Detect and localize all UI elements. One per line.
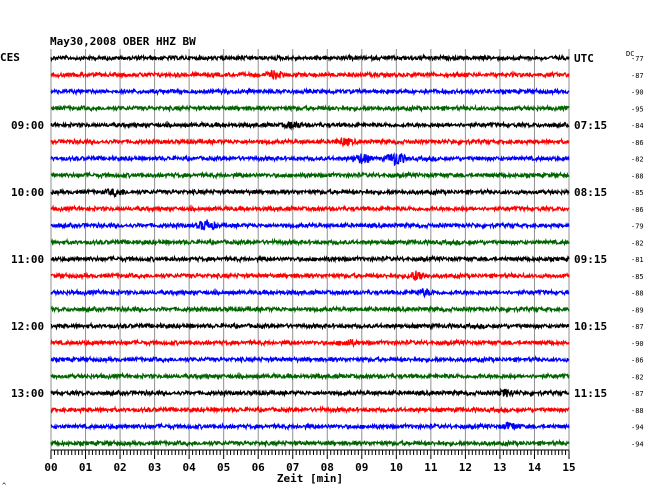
x-tick-label: 13	[493, 461, 506, 474]
x-tick-label: 02	[113, 461, 126, 474]
trace-line	[50, 305, 570, 314]
trace-line	[50, 287, 570, 299]
left-time-label: 11:00	[11, 253, 44, 266]
trace-line	[50, 270, 570, 282]
trace-line	[50, 151, 570, 167]
dc-offset-value: -84	[631, 122, 644, 130]
dc-offset-value: -81	[631, 256, 644, 264]
x-tick-label: 12	[459, 461, 472, 474]
trace-line	[50, 338, 570, 349]
left-time-label: 12:00	[11, 320, 44, 333]
trace-line	[50, 219, 570, 231]
dc-offset-value: -87	[631, 390, 644, 398]
trace-line	[50, 120, 570, 131]
dc-offset-value: -77	[631, 55, 644, 63]
dc-offset-value: -88	[631, 290, 644, 298]
dc-offset-value: -95	[631, 105, 644, 113]
right-time-label: UTC	[574, 52, 594, 65]
trace-line	[50, 438, 570, 448]
trace-line	[50, 387, 570, 398]
dc-offset-value: -79	[631, 223, 644, 231]
right-time-label: 08:15	[574, 186, 607, 199]
left-time-label: 13:00	[11, 387, 44, 400]
trace-line	[50, 187, 570, 199]
dc-offset-value: -88	[631, 172, 644, 180]
right-time-label: 11:15	[574, 387, 607, 400]
left-time-labels: 09:00 10:00 11:00 12:00 13:00	[11, 119, 44, 400]
x-tick-label: 00	[44, 461, 57, 474]
dc-offset-value: -94	[631, 440, 644, 448]
trace-line	[50, 136, 570, 148]
trace-line	[50, 254, 570, 264]
dc-offset-value: -86	[631, 206, 644, 214]
minute-grid	[50, 49, 570, 450]
dc-offset-value: -82	[631, 239, 644, 247]
right-time-labels: UTC 07:15 08:15 09:15 10:15 11:15	[574, 52, 607, 400]
trace-line	[50, 69, 570, 81]
dc-offset-value: -87	[631, 323, 644, 331]
right-time-label: 10:15	[574, 320, 607, 333]
x-tick-label: 15	[562, 461, 575, 474]
dc-offset-value: -94	[631, 424, 644, 432]
x-tick-label: 07	[286, 461, 299, 474]
dc-offset-value: -85	[631, 273, 644, 281]
trace-line	[50, 405, 570, 415]
corner-mark: ^	[2, 482, 6, 490]
dc-offset-value: -90	[631, 89, 644, 97]
dc-offset-value: -88	[631, 407, 644, 415]
x-tick-label: 11	[424, 461, 438, 474]
trace-line	[50, 170, 570, 180]
seismic-traces	[50, 53, 570, 448]
trace-line	[50, 204, 570, 214]
dc-offset-header: DC	[626, 50, 634, 58]
dc-offset-value: -89	[631, 306, 644, 314]
dc-offset-values: -77 -87 -90 -95 -84 -86 -82 -88 -85 -86 -79 -82 -81 -…	[631, 55, 644, 448]
right-time-label: 07:15	[574, 119, 607, 132]
trace-line	[50, 321, 570, 331]
x-tick-label: 08	[321, 461, 334, 474]
trace-line	[50, 237, 570, 247]
x-tick-label: 05	[217, 461, 230, 474]
x-tick-label: 06	[252, 461, 266, 474]
dc-offset-value: -86	[631, 357, 644, 365]
x-tick-label: 14	[528, 461, 542, 474]
dc-offset-value: -82	[631, 373, 644, 381]
dc-offset-value: -87	[631, 72, 644, 80]
trace-line	[50, 371, 570, 381]
dc-offset-value: -85	[631, 189, 644, 197]
chart-title: May30,2008 OBER HHZ BW	[50, 35, 196, 48]
dc-offset-value: -82	[631, 156, 644, 164]
x-axis: 00 01 02 03 04 05 06 07 08 09 10 11 12 13 14 15	[44, 449, 576, 474]
trace-line	[50, 354, 570, 365]
left-timezone-label: CES	[0, 51, 20, 64]
x-tick-label: 09	[355, 461, 368, 474]
x-tick-label: 01	[79, 461, 93, 474]
trace-line	[50, 421, 570, 432]
x-tick-label: 10	[390, 461, 403, 474]
trace-line	[50, 103, 570, 113]
left-time-label: 09:00	[11, 119, 44, 132]
dc-offset-value: -86	[631, 139, 644, 147]
right-time-label: 09:15	[574, 253, 607, 266]
x-tick-label: 04	[183, 461, 197, 474]
x-tick-label: 03	[148, 461, 161, 474]
trace-line	[50, 53, 570, 63]
x-axis-label: Zeit [min]	[277, 472, 343, 485]
dc-offset-value: -90	[631, 340, 644, 348]
trace-line	[50, 86, 570, 97]
left-time-label: 10:00	[11, 186, 44, 199]
